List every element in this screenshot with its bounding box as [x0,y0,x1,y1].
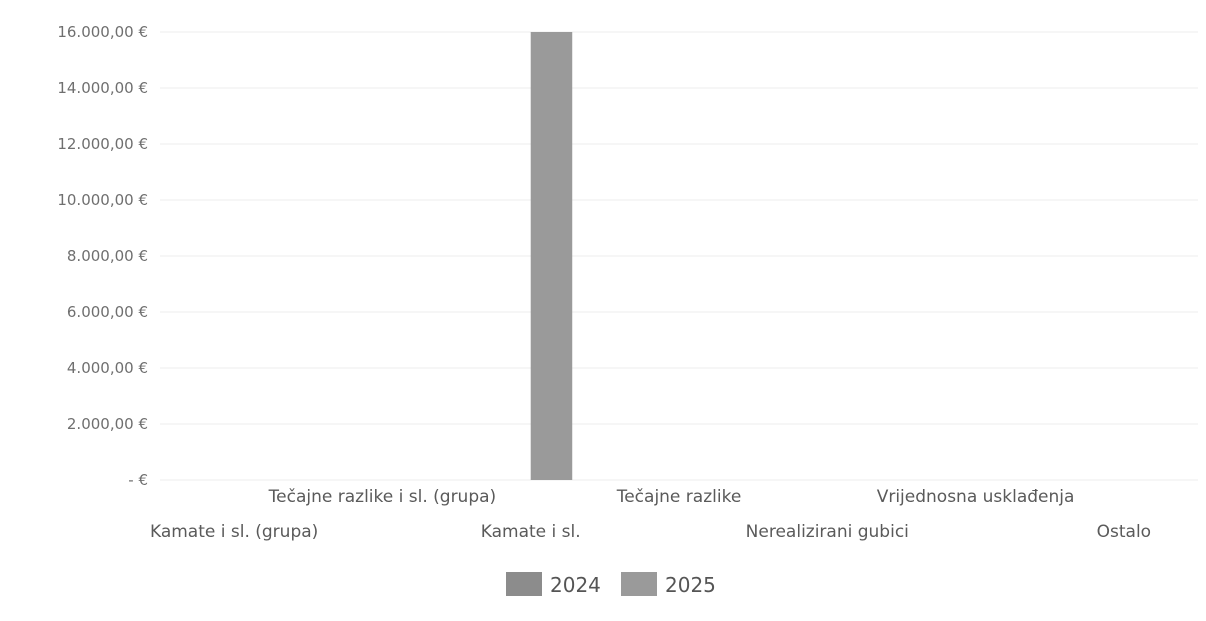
y-tick-label: 10.000,00 € [57,191,148,209]
y-tick-label: 16.000,00 € [57,23,148,41]
y-tick-label: 6.000,00 € [67,303,148,321]
y-tick-label: - € [128,471,148,489]
legend-label-2024: 2024 [550,573,601,597]
bar-2025-2 [530,32,573,480]
x-axis: Kamate i sl. (grupa) Tečajne razlike i sl… [150,487,1151,542]
x-tick-label: Kamate i sl. (grupa) [150,522,318,542]
y-tick-label: 14.000,00 € [57,79,148,97]
x-tick-label: Tečajne razlike [616,487,742,507]
y-axis: 16.000,00 € 14.000,00 € 12.000,00 € 10.000,… [57,23,148,489]
y-tick-label: 12.000,00 € [57,135,148,153]
legend-swatch-2024 [506,572,542,596]
legend-swatch-2025 [621,572,657,596]
x-tick-label: Kamate i sl. [481,522,581,542]
x-tick-label: Vrijednosna usklađenja [877,487,1075,507]
y-tick-label: 8.000,00 € [67,247,148,265]
gridlines [160,31,1198,481]
legend: 2024 2025 [506,572,716,597]
y-tick-label: 2.000,00 € [67,415,148,433]
x-tick-label: Nerealizirani gubici [746,522,909,542]
x-tick-label: Ostalo [1097,522,1151,542]
x-tick-label: Tečajne razlike i sl. (grupa) [268,487,497,507]
y-tick-label: 4.000,00 € [67,359,148,377]
bars [530,32,573,480]
legend-label-2025: 2025 [665,573,716,597]
